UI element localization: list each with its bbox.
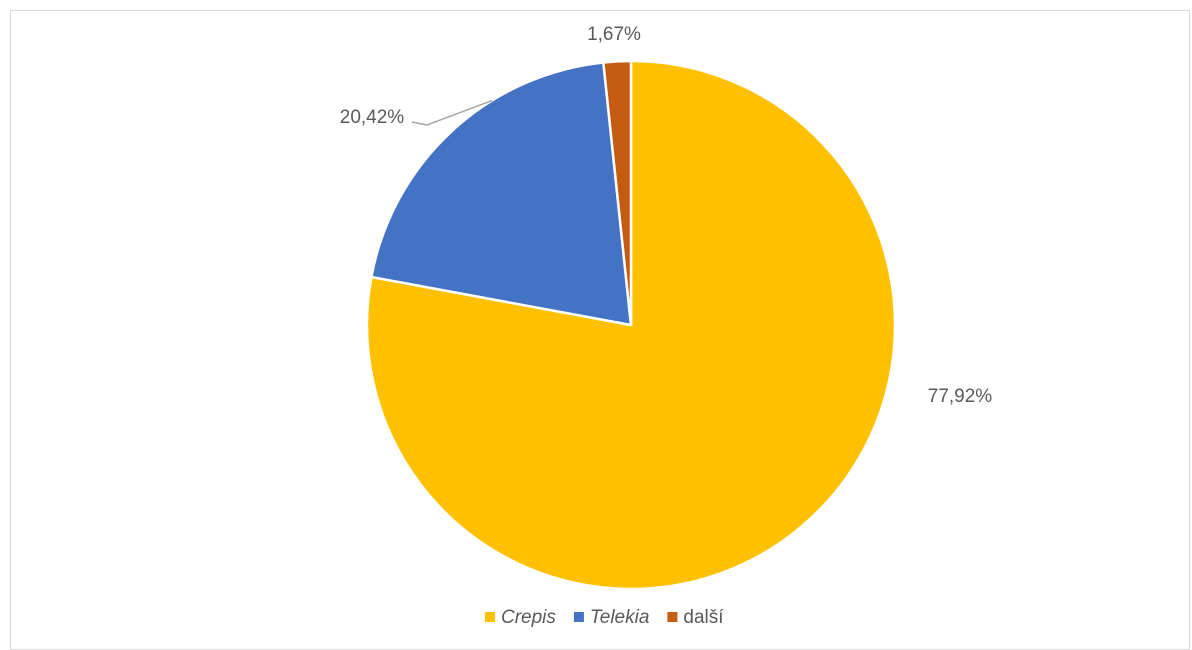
leader-line-telekia — [411, 99, 493, 126]
legend-swatch-telekia — [573, 612, 584, 622]
data-label-dalsi: 1,67% — [587, 24, 641, 45]
legend-swatch-dalsi — [667, 612, 678, 622]
data-labels: 77,92% 20,42% 1,67% — [340, 24, 993, 407]
legend-label-telekia: Telekia — [590, 607, 650, 628]
legend-label-dalsi: další — [683, 607, 724, 628]
data-label-telekia: 20,42% — [340, 107, 405, 128]
pie-slice-dalsi — [602, 59, 633, 327]
legend-label-crepis: Crepis — [501, 607, 556, 628]
data-label-crepis: 77,92% — [928, 386, 993, 407]
legend-swatch-crepis — [485, 612, 495, 622]
legend: Crepis Telekia další — [485, 607, 724, 628]
pie-slice-telekia — [370, 61, 633, 327]
pie-slices — [365, 59, 897, 591]
